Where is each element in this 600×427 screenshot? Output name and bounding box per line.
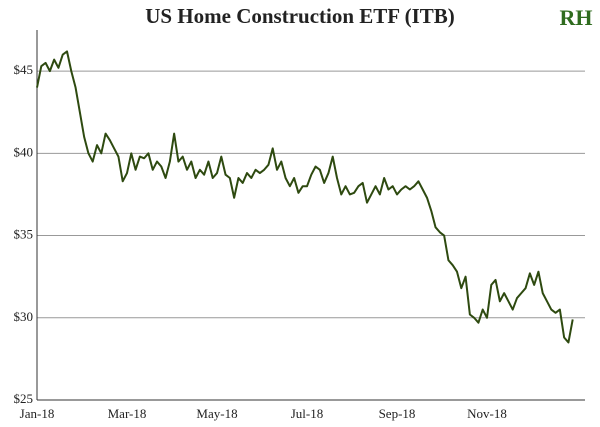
logo: RH	[560, 5, 593, 30]
chart-title: US Home Construction ETF (ITB)	[145, 4, 455, 28]
x-tick-label: Sep-18	[379, 406, 416, 421]
x-tick-label: Nov-18	[467, 406, 507, 421]
x-tick-label: Jul-18	[291, 406, 324, 421]
y-tick-label: $30	[14, 309, 34, 324]
y-tick-label: $35	[14, 227, 34, 242]
y-tick-label: $45	[14, 62, 34, 77]
price-line	[36, 50, 574, 344]
x-tick-label: Mar-18	[108, 406, 147, 421]
y-tick-label: $40	[14, 144, 34, 159]
y-tick-label: $25	[14, 391, 34, 406]
x-tick-label: Jan-18	[20, 406, 55, 421]
x-tick-label: May-18	[196, 406, 237, 421]
